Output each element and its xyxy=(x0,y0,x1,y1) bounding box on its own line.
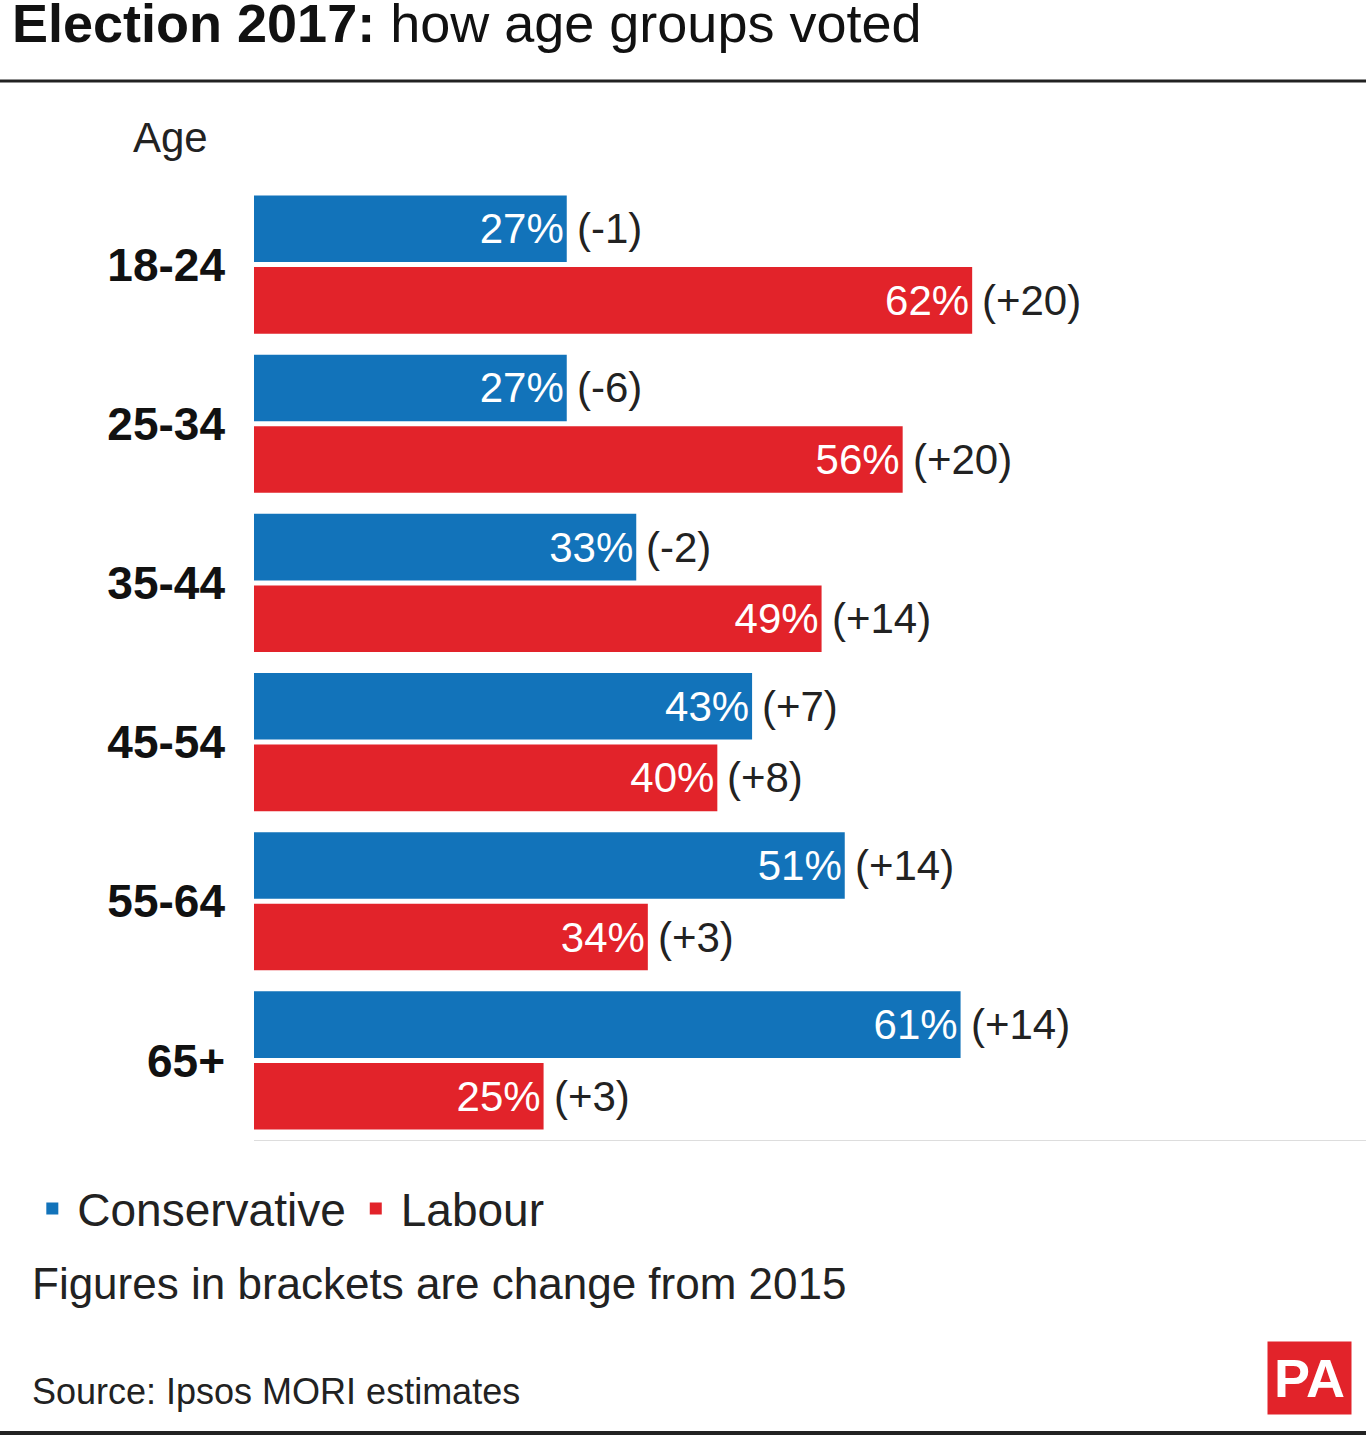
svg-text:Source: Ipsos MORI estimates: Source: Ipsos MORI estimates xyxy=(32,1371,520,1412)
svg-text:(+3): (+3) xyxy=(554,1073,630,1120)
svg-text:(-6): (-6) xyxy=(577,364,642,411)
svg-text:27%: 27% xyxy=(480,205,564,252)
svg-text:49%: 49% xyxy=(735,595,819,642)
svg-text:Conservative: Conservative xyxy=(77,1184,345,1236)
svg-text:(+14): (+14) xyxy=(832,595,931,642)
svg-text:(+14): (+14) xyxy=(971,1001,1070,1048)
svg-text:45-54: 45-54 xyxy=(107,716,225,768)
svg-text:Age: Age xyxy=(133,114,208,161)
svg-text:Election 2017: how age groups: Election 2017: how age groups voted xyxy=(12,0,922,53)
svg-text:(+20): (+20) xyxy=(982,277,1081,324)
svg-text:51%: 51% xyxy=(758,842,842,889)
svg-text:(-1): (-1) xyxy=(577,205,642,252)
svg-text:25%: 25% xyxy=(457,1073,541,1120)
svg-text:35-44: 35-44 xyxy=(107,557,225,609)
svg-text:27%: 27% xyxy=(480,364,564,411)
svg-text:(+20): (+20) xyxy=(913,436,1012,483)
svg-text:Figures in brackets are change: Figures in brackets are change from 2015 xyxy=(32,1259,846,1308)
svg-text:Labour: Labour xyxy=(401,1184,544,1236)
svg-text:25-34: 25-34 xyxy=(107,398,225,450)
svg-text:65+: 65+ xyxy=(147,1035,225,1087)
svg-text:(+8): (+8) xyxy=(727,754,803,801)
svg-text:(-2): (-2) xyxy=(646,524,711,571)
svg-text:(+14): (+14) xyxy=(855,842,954,889)
svg-text:34%: 34% xyxy=(561,914,645,961)
svg-text:18-24: 18-24 xyxy=(107,239,225,291)
svg-text:61%: 61% xyxy=(874,1001,958,1048)
svg-text:55-64: 55-64 xyxy=(107,875,225,927)
svg-text:33%: 33% xyxy=(549,524,633,571)
svg-text:(+7): (+7) xyxy=(762,683,838,730)
svg-text:PA: PA xyxy=(1274,1348,1345,1408)
svg-text:62%: 62% xyxy=(885,277,969,324)
svg-text:40%: 40% xyxy=(630,754,714,801)
svg-text:43%: 43% xyxy=(665,683,749,730)
svg-text:56%: 56% xyxy=(816,436,900,483)
svg-text:(+3): (+3) xyxy=(658,914,734,961)
